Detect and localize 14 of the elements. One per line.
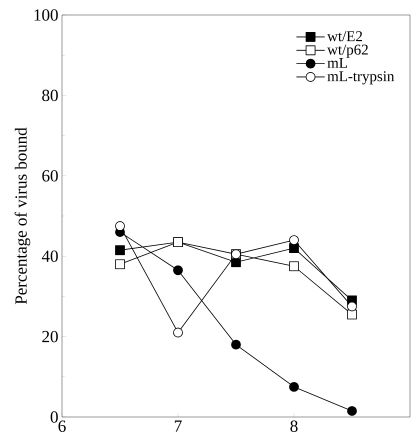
y-tick-label: 80 <box>42 90 58 102</box>
legend-label: mL-trypsin <box>327 71 394 84</box>
y-axis-title: Percentage of virus bound <box>14 128 30 304</box>
y-tick-label: 100 <box>34 9 58 21</box>
y-tick-label: 40 <box>42 250 58 262</box>
legend-label: wt/E2 <box>327 31 362 42</box>
y-tick-label: 0 <box>50 411 58 423</box>
y-tick-label: 60 <box>42 170 58 182</box>
x-tick-label: 6 <box>58 420 66 432</box>
legend-label: wt/p62 <box>327 44 368 58</box>
legend-label: mL <box>327 58 347 68</box>
y-tick-label: 20 <box>42 330 58 342</box>
x-tick-label: 8 <box>290 420 298 432</box>
x-tick-label: 7 <box>174 420 182 432</box>
